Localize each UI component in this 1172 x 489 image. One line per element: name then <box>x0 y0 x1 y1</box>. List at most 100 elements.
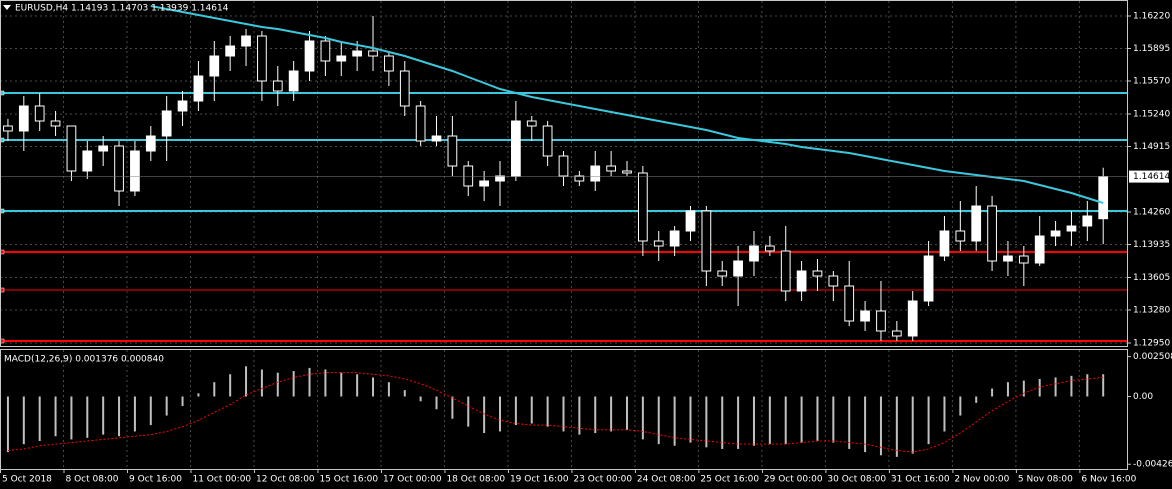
macd-bar <box>1006 382 1009 397</box>
macd-bar <box>86 396 89 438</box>
x-tick-label: 15 Oct 16:00 <box>319 475 378 485</box>
candle-body <box>971 205 982 242</box>
macd-bar <box>1070 375 1073 397</box>
level-handle <box>0 90 5 96</box>
macd-frame <box>0 349 1128 470</box>
macd-bar <box>102 396 105 435</box>
macd-bar <box>689 396 692 443</box>
last-price-box <box>1129 170 1169 183</box>
chart-title: EURUSD,H4 1.14193 1.14703 1.13939 1.1461… <box>15 4 229 14</box>
level-handle <box>0 137 5 143</box>
moving-average <box>150 5 1104 204</box>
macd-bar <box>864 396 867 453</box>
macd-bar <box>705 396 708 448</box>
candle-body <box>18 105 29 132</box>
main-frame <box>0 0 1128 347</box>
candle-body <box>780 250 791 292</box>
candle-body <box>241 35 251 47</box>
macd-bar <box>70 396 73 440</box>
candle-body <box>336 55 347 62</box>
last-price-label: 1.14614 <box>1133 172 1170 182</box>
candle-body <box>447 135 458 167</box>
candle-body <box>177 100 188 112</box>
macd-bar <box>149 396 152 426</box>
candle-body <box>939 230 950 257</box>
x-tick-label: 31 Oct 16:00 <box>891 475 950 485</box>
candle-body <box>82 150 93 172</box>
macd-bar <box>1054 377 1057 397</box>
macd-bar <box>197 393 200 397</box>
candle-body <box>749 245 759 262</box>
macd-bar <box>260 369 263 397</box>
candle-body <box>130 150 140 192</box>
macd-bar <box>879 396 882 456</box>
candle-body <box>193 75 204 102</box>
x-tick-label: 18 Oct 08:00 <box>446 475 505 485</box>
y-tick-label: 1.14915 <box>1133 142 1170 152</box>
macd-bar <box>641 396 644 440</box>
level-handle <box>0 249 5 255</box>
macd-bar <box>324 369 327 397</box>
candle-body <box>955 230 966 242</box>
macd-bar <box>737 396 740 449</box>
candle-body <box>891 330 902 337</box>
macd-bar <box>118 396 121 437</box>
level-handle <box>0 338 5 344</box>
candle-body <box>304 40 315 72</box>
candle-body <box>669 230 680 247</box>
x-tick-label: 24 Oct 08:00 <box>637 475 696 485</box>
x-tick-label: 29 Oct 00:00 <box>764 475 823 485</box>
candle-body <box>907 300 918 337</box>
y-tick-label: 1.15895 <box>1133 44 1170 54</box>
macd-bar <box>419 396 422 402</box>
macd-bar <box>721 396 724 449</box>
macd-bar <box>657 396 660 445</box>
candle-body <box>98 145 109 152</box>
candle-body <box>463 165 474 187</box>
macd-signal <box>7 372 1104 453</box>
candle-body <box>66 125 77 172</box>
macd-bar <box>578 396 581 435</box>
y-tick-label: 1.16220 <box>1133 12 1170 22</box>
x-tick-label: 8 Oct 08:00 <box>65 475 118 485</box>
macd-bar <box>752 396 755 446</box>
x-tick-label: 6 Nov 16:00 <box>1081 475 1136 485</box>
candle-body <box>368 50 378 57</box>
candle-body <box>1018 255 1029 264</box>
macd-bar <box>610 396 613 432</box>
macd-y-tick-label: -0.004263 <box>1133 460 1172 470</box>
macd-bar <box>451 396 454 419</box>
candle-body <box>114 145 124 192</box>
y-tick-label: 1.14260 <box>1133 208 1170 218</box>
macd-bar <box>959 396 962 416</box>
y-tick-label: 1.15570 <box>1133 77 1170 87</box>
macd-bar <box>943 396 946 432</box>
x-tick-label: 2 Nov 00:00 <box>954 475 1009 485</box>
macd-bar <box>181 396 184 407</box>
candle-body <box>701 210 712 272</box>
candle-body <box>384 55 394 72</box>
candle-body <box>733 260 743 277</box>
y-tick-label: 1.12950 <box>1133 339 1170 349</box>
candle-body <box>320 40 331 62</box>
candle-body <box>1003 255 1013 262</box>
macd-bar <box>1102 374 1105 397</box>
macd-bar <box>38 396 41 441</box>
x-tick-label: 30 Oct 08:00 <box>827 475 886 485</box>
candle-body <box>399 70 410 107</box>
macd-bar <box>435 396 438 410</box>
macd-bar <box>927 396 930 445</box>
candle-body <box>225 45 236 57</box>
candle-body <box>844 285 855 322</box>
candle-body <box>812 270 823 277</box>
macd-bar <box>245 366 248 397</box>
candle-body <box>574 175 585 182</box>
candle-body <box>479 180 489 187</box>
candle-body <box>653 240 664 247</box>
candle-body <box>828 275 839 287</box>
x-tick-label: 25 Oct 16:00 <box>700 475 759 485</box>
candle-body <box>526 120 537 127</box>
text-layer: EURUSD,H4 1.14193 1.14703 1.13939 1.1461… <box>2 4 1172 485</box>
macd-bar <box>848 396 851 449</box>
macd-y-tick-label: 0.00 <box>1133 392 1153 402</box>
